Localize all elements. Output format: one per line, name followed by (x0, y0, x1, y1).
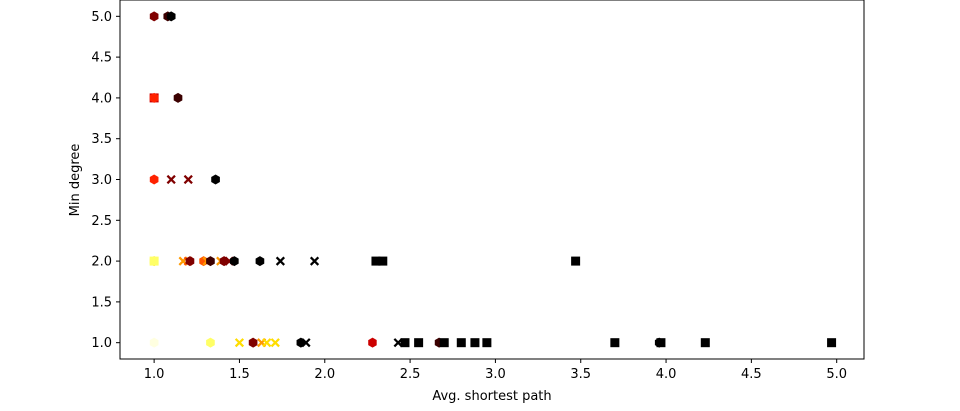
data-point-square (439, 338, 449, 348)
x-tick-label: 3.0 (485, 367, 506, 382)
x-tick-label: 4.5 (741, 367, 762, 382)
y-tick-label: 3.0 (91, 173, 112, 188)
data-point-square (378, 256, 388, 266)
data-point-hexagon (368, 337, 377, 348)
data-point-x (270, 338, 280, 348)
y-tick-label: 4.0 (91, 91, 112, 106)
data-point-hexagon (149, 92, 159, 103)
data-point-x (393, 338, 403, 348)
data-point-square (700, 338, 710, 348)
y-tick-label: 3.5 (91, 132, 112, 147)
data-point-hexagon (149, 11, 159, 22)
data-point-x (183, 174, 193, 185)
data-point-hexagon (248, 337, 258, 348)
x-tick-label: 1.0 (144, 367, 165, 382)
data-point-x (309, 256, 320, 266)
data-point-x (166, 174, 176, 185)
data-points (149, 11, 837, 348)
x-tick-label: 1.5 (229, 367, 250, 382)
data-point-hexagon (149, 337, 159, 348)
data-point-square (414, 338, 424, 348)
data-point-hexagon (211, 174, 220, 185)
data-point-square (470, 338, 480, 348)
data-point-square (610, 338, 620, 348)
x-tick-label: 3.5 (570, 367, 591, 382)
data-point-x (262, 338, 272, 348)
data-point-square (656, 338, 666, 348)
data-point-hexagon (166, 11, 176, 22)
data-point-hexagon (376, 337, 386, 348)
data-point-x (234, 338, 245, 348)
plot-area (120, 0, 864, 359)
x-tick-label: 2.0 (314, 367, 335, 382)
data-point-x (301, 338, 311, 348)
data-point-hexagon (255, 256, 265, 267)
y-tick-label: 4.5 (91, 51, 112, 66)
data-point-square (456, 338, 466, 348)
data-point-square (571, 256, 581, 266)
y-axis-label: Min degree (68, 144, 83, 217)
y-tick-label: 1.0 (91, 336, 112, 351)
data-point-square (400, 338, 410, 348)
data-point-x (275, 256, 285, 266)
x-axis: 1.0 1.5 2.0 2.5 3.0 3.5 4.0 4.5 5.0 (144, 359, 847, 382)
y-tick-label: 2.0 (91, 255, 112, 270)
y-tick-label: 5.0 (91, 10, 112, 25)
x-tick-label: 4.0 (656, 367, 677, 382)
data-point-hexagon (206, 256, 215, 267)
y-tick-label: 2.5 (91, 214, 112, 229)
data-point-square (371, 256, 381, 266)
data-point-hexagon (206, 337, 215, 348)
x-axis-label: Avg. shortest path (432, 389, 551, 404)
data-point-square (827, 338, 837, 348)
data-point-square (482, 338, 492, 348)
data-point-hexagon (173, 92, 183, 103)
data-point-hexagon (185, 256, 195, 267)
x-tick-label: 5.0 (826, 367, 847, 382)
x-tick-label: 2.5 (400, 367, 421, 382)
y-tick-label: 1.5 (91, 295, 112, 310)
data-point-hexagon (149, 174, 159, 185)
y-axis: 1.0 1.5 2.0 2.5 3.0 3.5 4.0 4.5 5.0 (91, 10, 120, 351)
data-point-square (149, 256, 159, 266)
data-point-hexagon (230, 256, 239, 267)
